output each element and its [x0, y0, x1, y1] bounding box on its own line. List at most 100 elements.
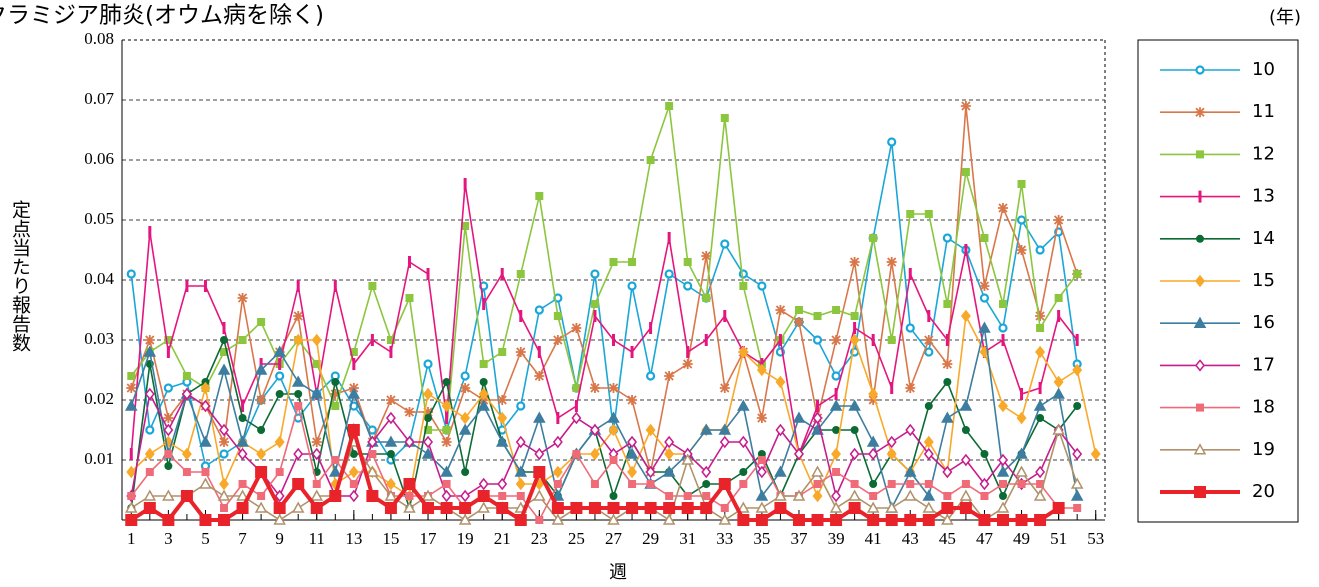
marker [737, 514, 750, 526]
marker [943, 300, 952, 308]
marker [908, 268, 912, 280]
marker [720, 239, 730, 249]
marker [718, 478, 731, 490]
marker [609, 492, 618, 500]
series-line [130, 141, 1078, 468]
marker [665, 102, 674, 110]
marker [571, 323, 582, 333]
marker [720, 114, 729, 122]
x-tick-label: 35 [753, 529, 770, 548]
marker [959, 489, 973, 501]
marker [162, 489, 175, 501]
marker [1016, 411, 1027, 425]
marker [812, 489, 823, 503]
x-tick-label: 37 [790, 529, 808, 548]
marker [1052, 387, 1065, 399]
marker [829, 399, 843, 411]
marker [385, 395, 396, 405]
marker [460, 371, 470, 381]
marker [1194, 486, 1206, 498]
marker [645, 465, 656, 479]
marker [998, 399, 1008, 413]
marker [1038, 382, 1042, 394]
marker [756, 363, 767, 377]
marker [535, 192, 544, 200]
marker [906, 210, 915, 218]
marker [126, 269, 136, 279]
legend-label: 19 [1252, 439, 1275, 460]
marker [127, 492, 136, 500]
marker [181, 447, 192, 461]
marker [1196, 150, 1204, 159]
marker [649, 322, 653, 334]
marker [423, 359, 433, 369]
marker [1195, 274, 1205, 288]
marker [704, 334, 708, 346]
marker [329, 490, 342, 502]
marker [922, 501, 936, 513]
marker [849, 257, 860, 267]
marker [853, 322, 857, 334]
marker [199, 514, 212, 526]
marker [551, 513, 565, 525]
marker [553, 312, 562, 320]
y-tick-label: 0.08 [84, 29, 114, 48]
marker [294, 390, 303, 398]
marker [551, 489, 565, 501]
marker [589, 447, 600, 461]
x-tick-label: 9 [275, 529, 284, 548]
marker [607, 502, 620, 514]
marker [757, 281, 767, 291]
marker [515, 477, 526, 491]
marker [960, 101, 971, 111]
marker [278, 358, 282, 370]
marker [370, 334, 374, 346]
marker [792, 411, 806, 423]
marker [997, 203, 1008, 213]
marker [890, 382, 894, 394]
marker [719, 383, 730, 393]
marker [515, 347, 526, 357]
marker [1033, 399, 1047, 411]
marker [941, 513, 954, 525]
marker [1053, 215, 1064, 225]
marker [645, 371, 656, 381]
marker [625, 447, 639, 459]
marker [1053, 375, 1064, 389]
marker [1196, 234, 1204, 243]
marker [477, 490, 490, 502]
marker [588, 502, 601, 514]
marker [701, 251, 712, 261]
marker [144, 335, 155, 345]
x-tick-label: 19 [457, 529, 474, 548]
marker [961, 426, 970, 434]
marker [222, 322, 226, 334]
marker [630, 346, 634, 358]
marker [386, 336, 395, 344]
marker [200, 381, 211, 395]
marker [1195, 107, 1205, 118]
x-tick-label: 27 [605, 529, 623, 548]
marker [349, 450, 358, 458]
marker [312, 480, 321, 488]
marker [534, 305, 544, 315]
marker [739, 480, 748, 488]
marker [590, 300, 599, 308]
series-line [130, 391, 1078, 499]
marker [366, 490, 379, 502]
marker [739, 282, 748, 290]
marker [683, 258, 692, 266]
x-tick-label: 43 [902, 529, 919, 548]
marker [646, 156, 655, 164]
marker [980, 450, 989, 458]
marker [811, 514, 824, 526]
unit-label: (年) [1269, 7, 1301, 28]
marker [256, 447, 267, 461]
marker [608, 383, 619, 393]
marker [349, 480, 358, 488]
marker [477, 399, 490, 411]
marker [886, 435, 897, 449]
marker [978, 514, 991, 526]
y-tick-label: 0.02 [84, 389, 114, 408]
marker [964, 244, 968, 256]
